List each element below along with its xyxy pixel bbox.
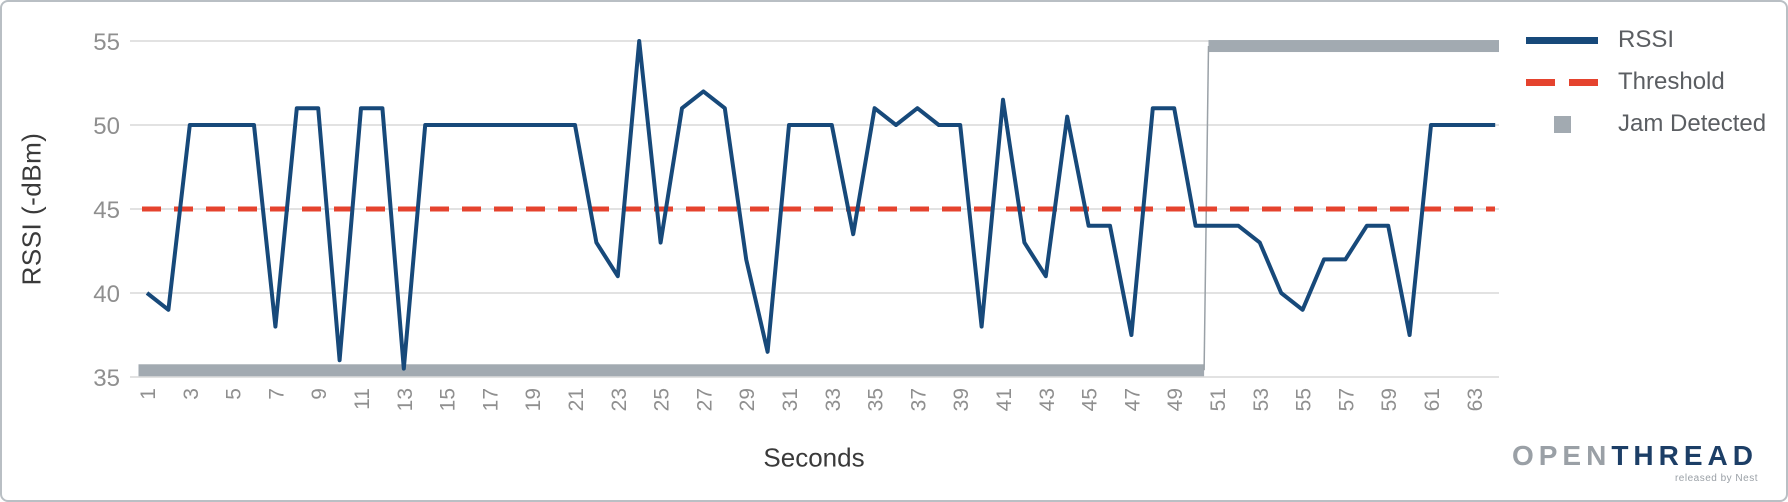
legend-label-threshold: Threshold [1618, 68, 1725, 95]
x-tick-label: 1 [137, 388, 160, 400]
x-tick-label: 61 [1421, 388, 1444, 411]
x-tick-label: 41 [993, 388, 1016, 411]
openthread-logo: OPENTHREAD released by Nest [1512, 440, 1758, 484]
x-tick-label: 7 [265, 388, 288, 400]
x-tick-label: 29 [736, 388, 759, 411]
x-tick-label: 25 [651, 388, 674, 411]
x-tick-label: 5 [223, 388, 246, 400]
legend: RSSI Threshold Jam Detected [1526, 19, 1766, 145]
y-tick-label: 45 [93, 197, 120, 224]
rssi-line-swatch-icon [1526, 36, 1598, 44]
x-tick-label: 53 [1250, 388, 1273, 411]
jam-detected-band [138, 364, 1205, 377]
logo-thread-text: THREAD [1611, 440, 1758, 471]
y-tick-label: 50 [93, 113, 120, 140]
y-tick-label: 55 [93, 29, 120, 56]
x-tick-label: 37 [907, 388, 930, 411]
x-tick-label: 3 [180, 388, 203, 400]
legend-item-rssi: RSSI [1526, 19, 1766, 61]
threshold-dash-swatch-icon [1526, 78, 1598, 86]
x-tick-label: 19 [522, 388, 545, 411]
jam-detected-band [1208, 40, 1499, 53]
legend-item-threshold: Threshold [1526, 61, 1766, 103]
jam-square-swatch-icon [1526, 115, 1598, 133]
y-tick-label: 35 [93, 365, 120, 392]
x-tick-label: 39 [950, 388, 973, 411]
x-tick-label: 59 [1378, 388, 1401, 411]
x-tick-label: 57 [1335, 388, 1358, 411]
x-tick-label: 51 [1207, 388, 1230, 411]
legend-label-rssi: RSSI [1618, 26, 1675, 53]
x-tick-label: 47 [1121, 388, 1144, 411]
x-tick-label: 11 [351, 388, 374, 410]
x-tick-label: 17 [479, 388, 502, 411]
x-tick-label: 49 [1164, 388, 1187, 411]
legend-item-jam-detected: Jam Detected [1526, 103, 1766, 145]
y-tick-label: 40 [93, 281, 120, 308]
x-tick-label: 23 [608, 388, 631, 411]
x-tick-label: 63 [1464, 388, 1487, 411]
logo-open-text: OPEN [1511, 440, 1612, 471]
x-tick-label: 21 [565, 388, 588, 411]
x-tick-label: 45 [1079, 388, 1102, 411]
logo-tagline: released by Nest [1674, 473, 1758, 484]
x-tick-label: 9 [308, 388, 331, 400]
x-tick-label: 33 [822, 388, 845, 411]
legend-label-jam-detected: Jam Detected [1618, 110, 1767, 137]
y-axis-title: RSSI (-dBm) [16, 132, 47, 286]
x-tick-label: 35 [865, 388, 888, 411]
x-tick-label: 31 [779, 388, 802, 411]
x-tick-label: 55 [1293, 388, 1316, 411]
x-tick-label: 27 [693, 388, 716, 411]
x-tick-label: 13 [394, 388, 417, 411]
x-tick-label: 15 [437, 388, 460, 411]
x-tick-label: 43 [1036, 388, 1059, 411]
rssi-line [145, 39, 1496, 371]
x-axis-title: Seconds [763, 442, 865, 473]
